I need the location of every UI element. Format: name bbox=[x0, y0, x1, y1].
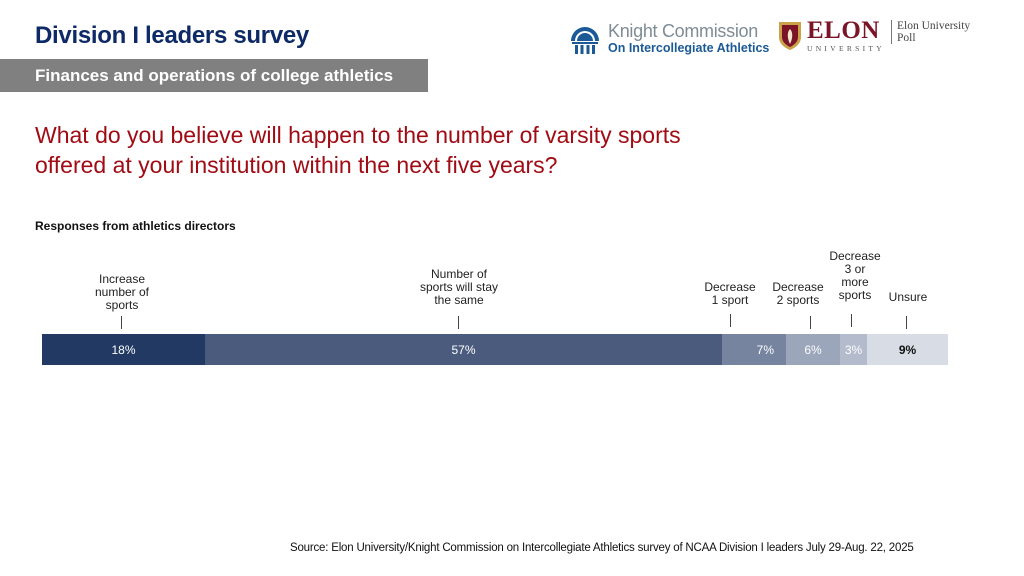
label-tick bbox=[458, 316, 459, 329]
survey-question: What do you believe will happen to the n… bbox=[35, 120, 681, 180]
stacked-bar: 18% 57% 7% 6% 3% 9% bbox=[42, 334, 948, 365]
question-line2: offered at your institution within the n… bbox=[35, 152, 558, 178]
segment-unsure: 9% bbox=[867, 334, 948, 365]
label-increase: Increase number of sports bbox=[94, 272, 150, 312]
elon-university-logo: ELON UNIVERSITY Elon University Poll bbox=[778, 18, 970, 53]
source-note: Source: Elon University/Knight Commissio… bbox=[290, 542, 914, 554]
label-decrease-2: Decrease 2 sports bbox=[772, 280, 824, 307]
label-decrease-1: Decrease 1 sport bbox=[704, 280, 756, 307]
elon-poll-text: Elon University Poll bbox=[891, 20, 971, 45]
knight-logo-line2: On Intercollegiate Athletics bbox=[608, 40, 770, 55]
label-unsure: Unsure bbox=[888, 290, 928, 304]
subtitle-banner bbox=[0, 59, 428, 92]
elon-shield-icon bbox=[779, 21, 801, 50]
page-title: Division I leaders survey bbox=[35, 22, 309, 49]
label-stay-same: Number of sports will stay the same bbox=[419, 267, 499, 307]
label-tick bbox=[810, 316, 811, 329]
knight-logo-line1: Knight Commission bbox=[608, 20, 758, 41]
label-tick bbox=[906, 316, 907, 329]
question-line1: What do you believe will happen to the n… bbox=[35, 122, 681, 148]
elon-university-text: UNIVERSITY bbox=[807, 44, 885, 53]
label-tick bbox=[851, 314, 852, 327]
segment-decrease-1: 7% bbox=[722, 334, 786, 365]
segment-increase: 18% bbox=[42, 334, 205, 365]
elon-poll-line1: Elon University bbox=[897, 20, 971, 32]
responses-label: Responses from athletics directors bbox=[35, 219, 236, 233]
segment-decrease-3-plus: 3% bbox=[840, 334, 867, 365]
label-tick bbox=[730, 314, 731, 327]
page-subtitle: Finances and operations of college athle… bbox=[35, 66, 394, 85]
knight-commission-logo: Knight Commission On Intercollegiate Ath… bbox=[568, 18, 769, 58]
knight-dome-icon bbox=[571, 27, 599, 54]
segment-stay-same: 57% bbox=[205, 334, 722, 365]
elon-wordmark: ELON bbox=[807, 17, 880, 44]
elon-poll-line2: Poll bbox=[897, 32, 916, 45]
label-decrease-3-plus: Decrease 3 or more sports bbox=[829, 249, 881, 302]
segment-decrease-2: 6% bbox=[786, 334, 840, 365]
label-tick bbox=[121, 316, 122, 329]
